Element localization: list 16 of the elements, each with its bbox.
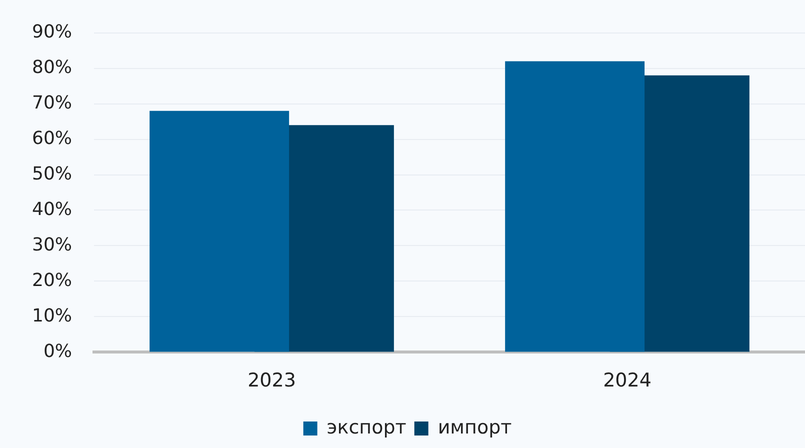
- x-tick-label: 2023: [248, 370, 296, 392]
- y-tick-label: 60%: [32, 128, 72, 149]
- y-tick-label: 50%: [32, 163, 72, 184]
- y-tick-label: 80%: [32, 56, 72, 78]
- y-tick-label: 40%: [32, 198, 72, 220]
- legend-label: экспорт: [326, 416, 406, 438]
- bar: [150, 110, 290, 352]
- y-tick-label: 30%: [32, 234, 72, 256]
- y-tick-label: 20%: [32, 270, 72, 291]
- y-tick-label: 90%: [32, 21, 72, 42]
- y-tick-label: 70%: [32, 92, 72, 114]
- x-tick-label: 2024: [603, 370, 652, 392]
- y-tick-label: 10%: [32, 305, 72, 326]
- y-tick-label: 0%: [43, 340, 72, 362]
- legend-label: импорт: [438, 416, 512, 438]
- bar: [505, 61, 645, 352]
